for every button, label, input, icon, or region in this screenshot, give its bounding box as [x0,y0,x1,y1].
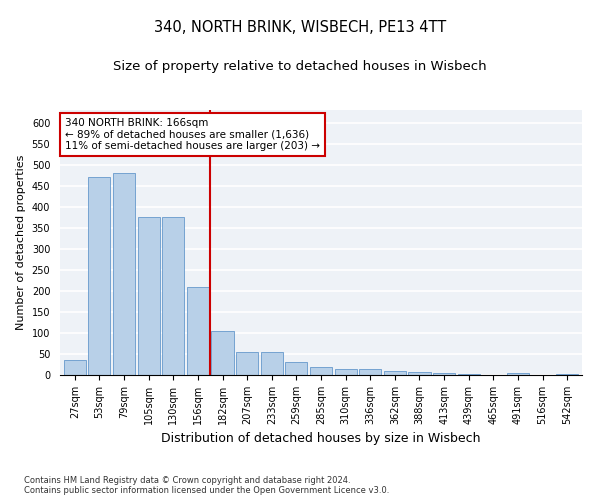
Bar [211,331,233,375]
Bar [88,178,110,375]
Text: 340 NORTH BRINK: 166sqm
← 89% of detached houses are smaller (1,636)
11% of semi: 340 NORTH BRINK: 166sqm ← 89% of detache… [65,118,320,151]
Bar [187,286,209,375]
Bar [236,352,258,375]
Bar [458,374,480,375]
Text: Size of property relative to detached houses in Wisbech: Size of property relative to detached ho… [113,60,487,73]
Bar [556,374,578,375]
Bar [507,373,529,375]
Text: Contains HM Land Registry data © Crown copyright and database right 2024.
Contai: Contains HM Land Registry data © Crown c… [24,476,389,495]
Bar [335,368,357,375]
Bar [384,371,406,375]
Text: 340, NORTH BRINK, WISBECH, PE13 4TT: 340, NORTH BRINK, WISBECH, PE13 4TT [154,20,446,35]
Bar [64,360,86,375]
Bar [162,218,184,375]
Bar [310,366,332,375]
Bar [433,373,455,375]
Bar [137,218,160,375]
Bar [113,173,135,375]
Bar [359,368,382,375]
Y-axis label: Number of detached properties: Number of detached properties [16,155,26,330]
Bar [285,362,307,375]
Bar [260,352,283,375]
Bar [409,372,431,375]
X-axis label: Distribution of detached houses by size in Wisbech: Distribution of detached houses by size … [161,432,481,446]
